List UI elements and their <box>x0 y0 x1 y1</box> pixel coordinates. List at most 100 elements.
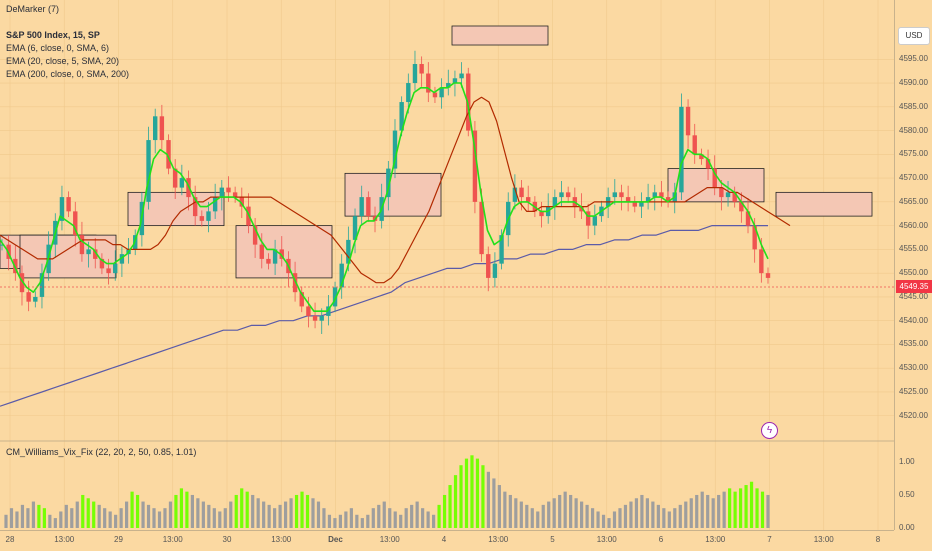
candle-body <box>579 206 584 212</box>
candle-body <box>259 244 264 259</box>
vix-bar <box>574 498 578 528</box>
vix-bar <box>75 501 79 528</box>
time-tick-label: 13:00 <box>54 535 75 544</box>
indicator-legend-demarker[interactable]: DeMarker (7) <box>6 4 60 14</box>
vix-bar <box>338 514 343 528</box>
vix-bar <box>42 508 46 528</box>
vix-bar <box>607 518 611 528</box>
lightning-icon[interactable]: ϟ <box>761 422 778 439</box>
time-axis[interactable]: 28 13:00 29 13:00 30 13:00 Dec 13:00 4 13:00 5 13:0… <box>0 530 894 551</box>
candle-body <box>266 258 271 264</box>
price-tick-label: 4530.00 <box>899 363 928 373</box>
vix-bar <box>722 491 726 528</box>
candle-body <box>179 178 185 188</box>
vix-bar <box>229 501 233 528</box>
vix-bar <box>651 501 655 528</box>
ema-200-legend[interactable]: EMA (200, close, 0, SMA, 200) <box>6 69 130 79</box>
candle-body <box>452 78 458 84</box>
vix-fix-legend[interactable]: CM_Williams_Vix_Fix (22, 20, 2, 50, 0.85… <box>6 447 197 457</box>
candle-body <box>319 315 324 321</box>
price-tick-label: 4590.00 <box>899 78 928 88</box>
vix-bar <box>157 511 162 528</box>
vix-bar <box>333 518 337 528</box>
vix-bar <box>689 498 693 528</box>
vix-bar <box>114 514 118 528</box>
candle-body <box>679 106 684 193</box>
vix-bar <box>273 508 277 528</box>
candle-body <box>99 258 105 269</box>
candle-body <box>272 249 278 264</box>
zone-box <box>19 234 117 279</box>
vix-bar <box>388 508 392 528</box>
ema-6-legend[interactable]: EMA (6, close, 0, SMA, 6) <box>6 43 110 53</box>
time-tick-label: 6 <box>658 535 664 544</box>
vix-bar <box>728 488 732 528</box>
vix-bar <box>618 508 622 528</box>
vix-bar <box>146 504 151 528</box>
vix-bar <box>541 504 545 528</box>
candle-body <box>59 197 65 221</box>
vix-bar <box>673 508 677 528</box>
vix-bar <box>766 494 770 528</box>
vix-bar <box>168 501 173 528</box>
vix-bar <box>366 514 370 528</box>
candle-body <box>299 292 304 307</box>
vix-bar <box>431 514 436 528</box>
candle-body <box>692 135 697 155</box>
vix-bar <box>662 508 666 528</box>
candle-body <box>226 187 231 193</box>
symbol-legend[interactable]: S&P 500 Index, 15, SP <box>6 30 100 40</box>
price-tick-label: 4520.00 <box>899 410 928 420</box>
supply-demand-zones <box>0 25 873 279</box>
vix-bar <box>349 508 353 528</box>
vix-bar <box>37 504 41 528</box>
vix-bar <box>251 494 255 528</box>
vix-bar <box>70 508 74 528</box>
time-tick-label: 28 <box>5 535 15 544</box>
candle-body <box>159 116 165 141</box>
vix-bar <box>103 508 107 528</box>
candle-body <box>199 216 205 221</box>
vix-bar <box>569 494 573 528</box>
candle-body <box>539 211 544 217</box>
time-tick-label: 4 <box>441 535 447 544</box>
currency-badge[interactable]: USD <box>898 27 930 45</box>
candle-body <box>486 254 491 278</box>
candle-body <box>625 197 631 202</box>
candle-body <box>732 192 737 202</box>
ema-20-legend[interactable]: EMA (20, close, 5, SMA, 20) <box>6 56 120 66</box>
vix-bar <box>530 508 534 528</box>
time-tick-label: Dec <box>328 535 343 544</box>
vix-bar <box>64 504 68 528</box>
vix-bar <box>552 498 556 528</box>
candle-body <box>93 249 98 259</box>
candle-body <box>386 168 391 198</box>
candle-body <box>592 216 598 226</box>
vix-bar <box>667 511 671 528</box>
vix-bar <box>733 491 737 528</box>
price-tick-label: 4575.00 <box>899 149 928 159</box>
price-tick-label: 4525.00 <box>899 386 928 396</box>
vix-bar <box>262 501 266 528</box>
candle-body <box>39 273 45 297</box>
vix-bar <box>360 518 364 528</box>
vix-bar <box>393 511 397 528</box>
vix-bar <box>81 494 85 528</box>
vix-bar <box>15 511 19 528</box>
vix-bar <box>108 511 112 528</box>
vix-bar <box>448 485 452 528</box>
candle-body <box>719 187 724 198</box>
candle-body <box>292 273 298 293</box>
candle-body <box>359 197 364 217</box>
candle-body <box>472 130 478 202</box>
candle-body <box>206 211 211 221</box>
time-tick-label: 13:00 <box>813 535 834 544</box>
price-tick-label: 4535.00 <box>899 339 928 349</box>
candle-body <box>745 211 751 226</box>
price-axis[interactable]: 4595.00 4590.00 4585.00 4580.00 4575.00 4570.… <box>894 0 932 532</box>
candle-body <box>166 140 171 169</box>
price-tick-label: 4565.00 <box>899 196 928 206</box>
price-tick-label: 4560.00 <box>899 220 928 230</box>
ema-200-line <box>0 225 768 407</box>
